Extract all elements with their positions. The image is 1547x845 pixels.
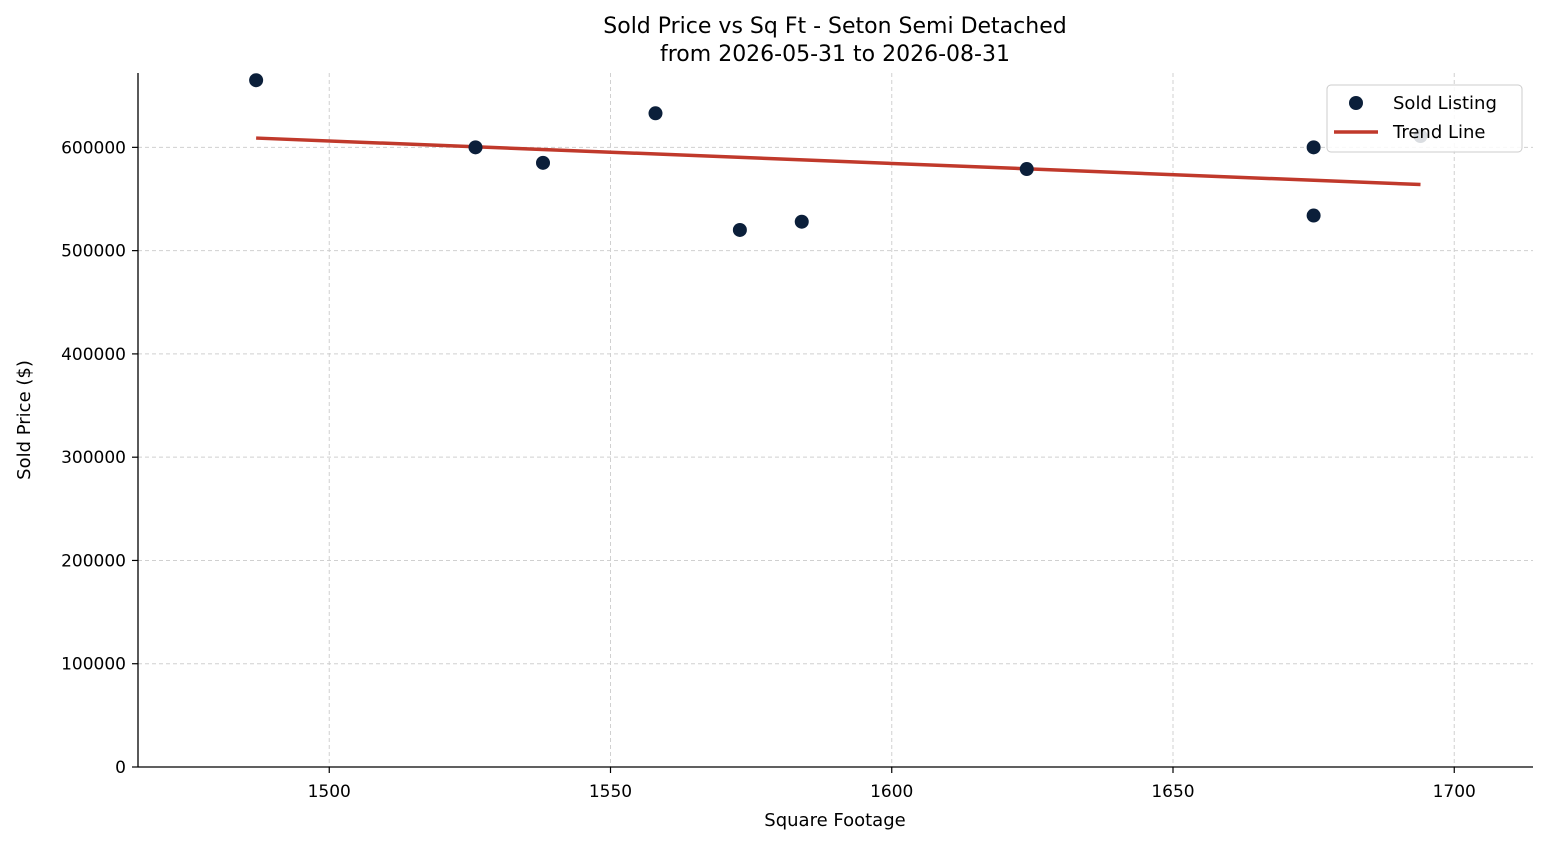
y-tick-label: 600000 <box>61 138 126 158</box>
x-tick-label: 1700 <box>1433 782 1476 802</box>
chart-title: Sold Price vs Sq Ft - Seton Semi Detache… <box>603 14 1066 39</box>
sold-listing-point <box>536 155 550 170</box>
legend-trend-line-label: Trend Line <box>1392 122 1486 143</box>
x-tick-label: 1600 <box>870 782 913 802</box>
sold-listing-point <box>1306 140 1321 155</box>
y-tick-label: 0 <box>115 758 126 778</box>
axes <box>137 73 1533 768</box>
x-tick-label: 1650 <box>1151 782 1194 802</box>
legend-sold-listing-marker <box>1349 96 1363 110</box>
chart-subtitle: from 2026-05-31 to 2026-08-31 <box>660 42 1010 67</box>
legend-sold-listing-label: Sold Listing <box>1393 93 1497 114</box>
y-axis-label: Sold Price ($) <box>14 360 35 480</box>
y-ticks: 0 100000 200000 300000 400000 500000 600000 <box>61 138 138 778</box>
legend-box <box>1326 84 1523 153</box>
x-tick-label: 1550 <box>589 782 632 802</box>
y-tick-label: 300000 <box>61 448 126 468</box>
y-tick-label: 200000 <box>61 551 126 571</box>
sold-listing-point <box>1019 162 1034 177</box>
x-axis-label: Square Footage <box>764 810 905 831</box>
sold-listing-point <box>732 222 747 237</box>
trend-line-series <box>256 136 1421 187</box>
sold-listing-series <box>249 73 1428 237</box>
x-ticks: 1500 1550 1600 1650 1700 <box>308 767 1476 802</box>
sold-listing-point <box>648 106 663 121</box>
trend-line <box>256 136 1421 187</box>
x-tick-label: 1500 <box>308 782 351 802</box>
sold-listing-point <box>249 73 264 88</box>
sold-listing-point <box>794 214 809 229</box>
legend: Sold Listing Trend Line <box>1326 84 1523 153</box>
sold-listing-point <box>1306 208 1321 223</box>
y-tick-label: 100000 <box>61 655 126 675</box>
y-tick-label: 400000 <box>61 345 126 365</box>
grid <box>138 73 1533 767</box>
y-tick-label: 500000 <box>61 242 126 262</box>
sold-listing-point <box>468 140 483 155</box>
